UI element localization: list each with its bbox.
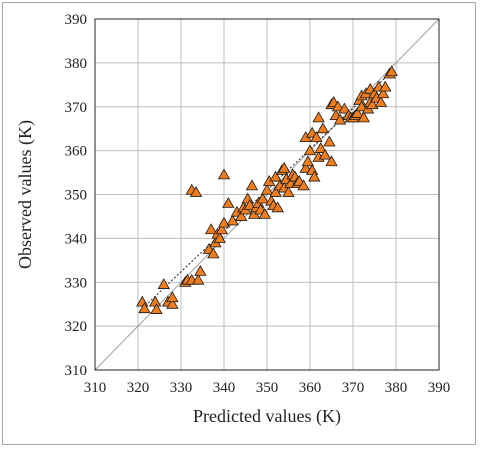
data-point-triangle	[226, 214, 239, 226]
data-point-triangle	[149, 295, 162, 307]
data-point-triangle	[235, 210, 248, 221]
data-point-triangle	[194, 264, 207, 276]
data-point-triangle	[331, 100, 345, 112]
x-tick-label: 320	[127, 380, 150, 396]
data-point-triangle	[217, 168, 231, 180]
data-point-triangle	[192, 273, 205, 285]
data-point-triangle	[243, 199, 256, 210]
data-point-triangle	[256, 192, 269, 204]
y-axis-ticks: 310 320 330 340 350 360 370 380 390	[65, 12, 88, 379]
trend-line	[141, 71, 393, 309]
data-point-triangle	[138, 302, 151, 314]
data-point-triangle	[297, 179, 310, 191]
x-tick-label: 380	[385, 380, 408, 396]
data-point-triangle	[325, 155, 338, 167]
data-point-triangle	[269, 170, 282, 182]
data-point-triangle	[258, 207, 272, 219]
data-point-triangle	[312, 111, 325, 123]
data-point-triangle	[207, 247, 220, 259]
x-tick-label: 310	[84, 380, 107, 396]
data-point-triangle	[278, 161, 291, 173]
data-point-triangle	[351, 107, 364, 118]
data-point-triangle	[318, 148, 332, 160]
data-point-triangle	[215, 223, 229, 235]
data-point-triangle	[333, 113, 347, 125]
data-point-triangle	[355, 100, 368, 112]
data-points	[136, 65, 398, 314]
data-point-triangle	[260, 183, 274, 195]
data-point-triangle	[316, 122, 330, 134]
data-point-triangle	[204, 223, 218, 235]
data-point-triangle	[314, 142, 327, 153]
y-tick-label: 350	[65, 188, 88, 204]
data-point-triangle	[301, 155, 315, 167]
data-point-triangle	[150, 303, 163, 314]
chart-frame: 310 320 330 340 350 360 370 380 390 310 320 330 340…	[2, 2, 476, 445]
x-tick-label: 330	[170, 380, 193, 396]
y-axis-title: Observed values (K)	[15, 120, 36, 269]
data-point-triangle	[271, 201, 284, 213]
y-tick-label: 330	[65, 275, 88, 291]
plot-area-border	[94, 18, 440, 371]
x-tick-label: 360	[299, 380, 322, 396]
data-point-triangle	[166, 291, 179, 303]
data-point-triangle	[310, 131, 323, 142]
data-point-triangle	[385, 65, 398, 77]
data-point-triangle	[245, 179, 259, 191]
x-tick-label: 340	[213, 380, 236, 396]
data-point-triangle	[357, 111, 370, 123]
y-tick-label: 380	[65, 56, 88, 72]
x-tick-label: 390	[428, 380, 451, 396]
data-point-triangle	[222, 196, 235, 208]
data-point-triangle	[308, 170, 321, 182]
data-point-triangle	[189, 186, 203, 197]
data-point-triangle	[379, 80, 392, 92]
x-tick-label: 370	[342, 380, 365, 396]
data-point-triangle	[213, 232, 226, 243]
data-point-triangle	[366, 98, 379, 110]
y-tick-label: 340	[65, 231, 88, 247]
data-point-triangle	[157, 278, 170, 289]
data-point-triangle	[217, 216, 231, 228]
data-point-triangle	[303, 144, 317, 156]
y-tick-label: 310	[65, 363, 88, 379]
x-axis-title: Predicted values (K)	[193, 406, 341, 427]
data-point-triangle	[299, 161, 312, 173]
y-tick-label: 320	[65, 319, 88, 335]
y-tick-label: 390	[65, 12, 88, 28]
data-point-triangle	[323, 135, 336, 147]
data-point-triangle	[376, 87, 390, 99]
y-tick-label: 360	[65, 144, 88, 160]
data-point-triangle	[282, 186, 295, 197]
y-tick-label: 370	[65, 100, 88, 116]
data-point-triangle	[269, 186, 282, 197]
data-point-triangle	[374, 96, 388, 107]
data-point-triangle	[338, 102, 351, 114]
x-tick-label: 350	[256, 380, 279, 396]
x-axis-ticks: 310 320 330 340 350 360 370 380 390	[84, 380, 451, 396]
data-point-triangle	[166, 297, 179, 309]
scatter-chart: 310 320 330 340 350 360 370 380 390 310 320 330 340…	[15, 12, 451, 427]
